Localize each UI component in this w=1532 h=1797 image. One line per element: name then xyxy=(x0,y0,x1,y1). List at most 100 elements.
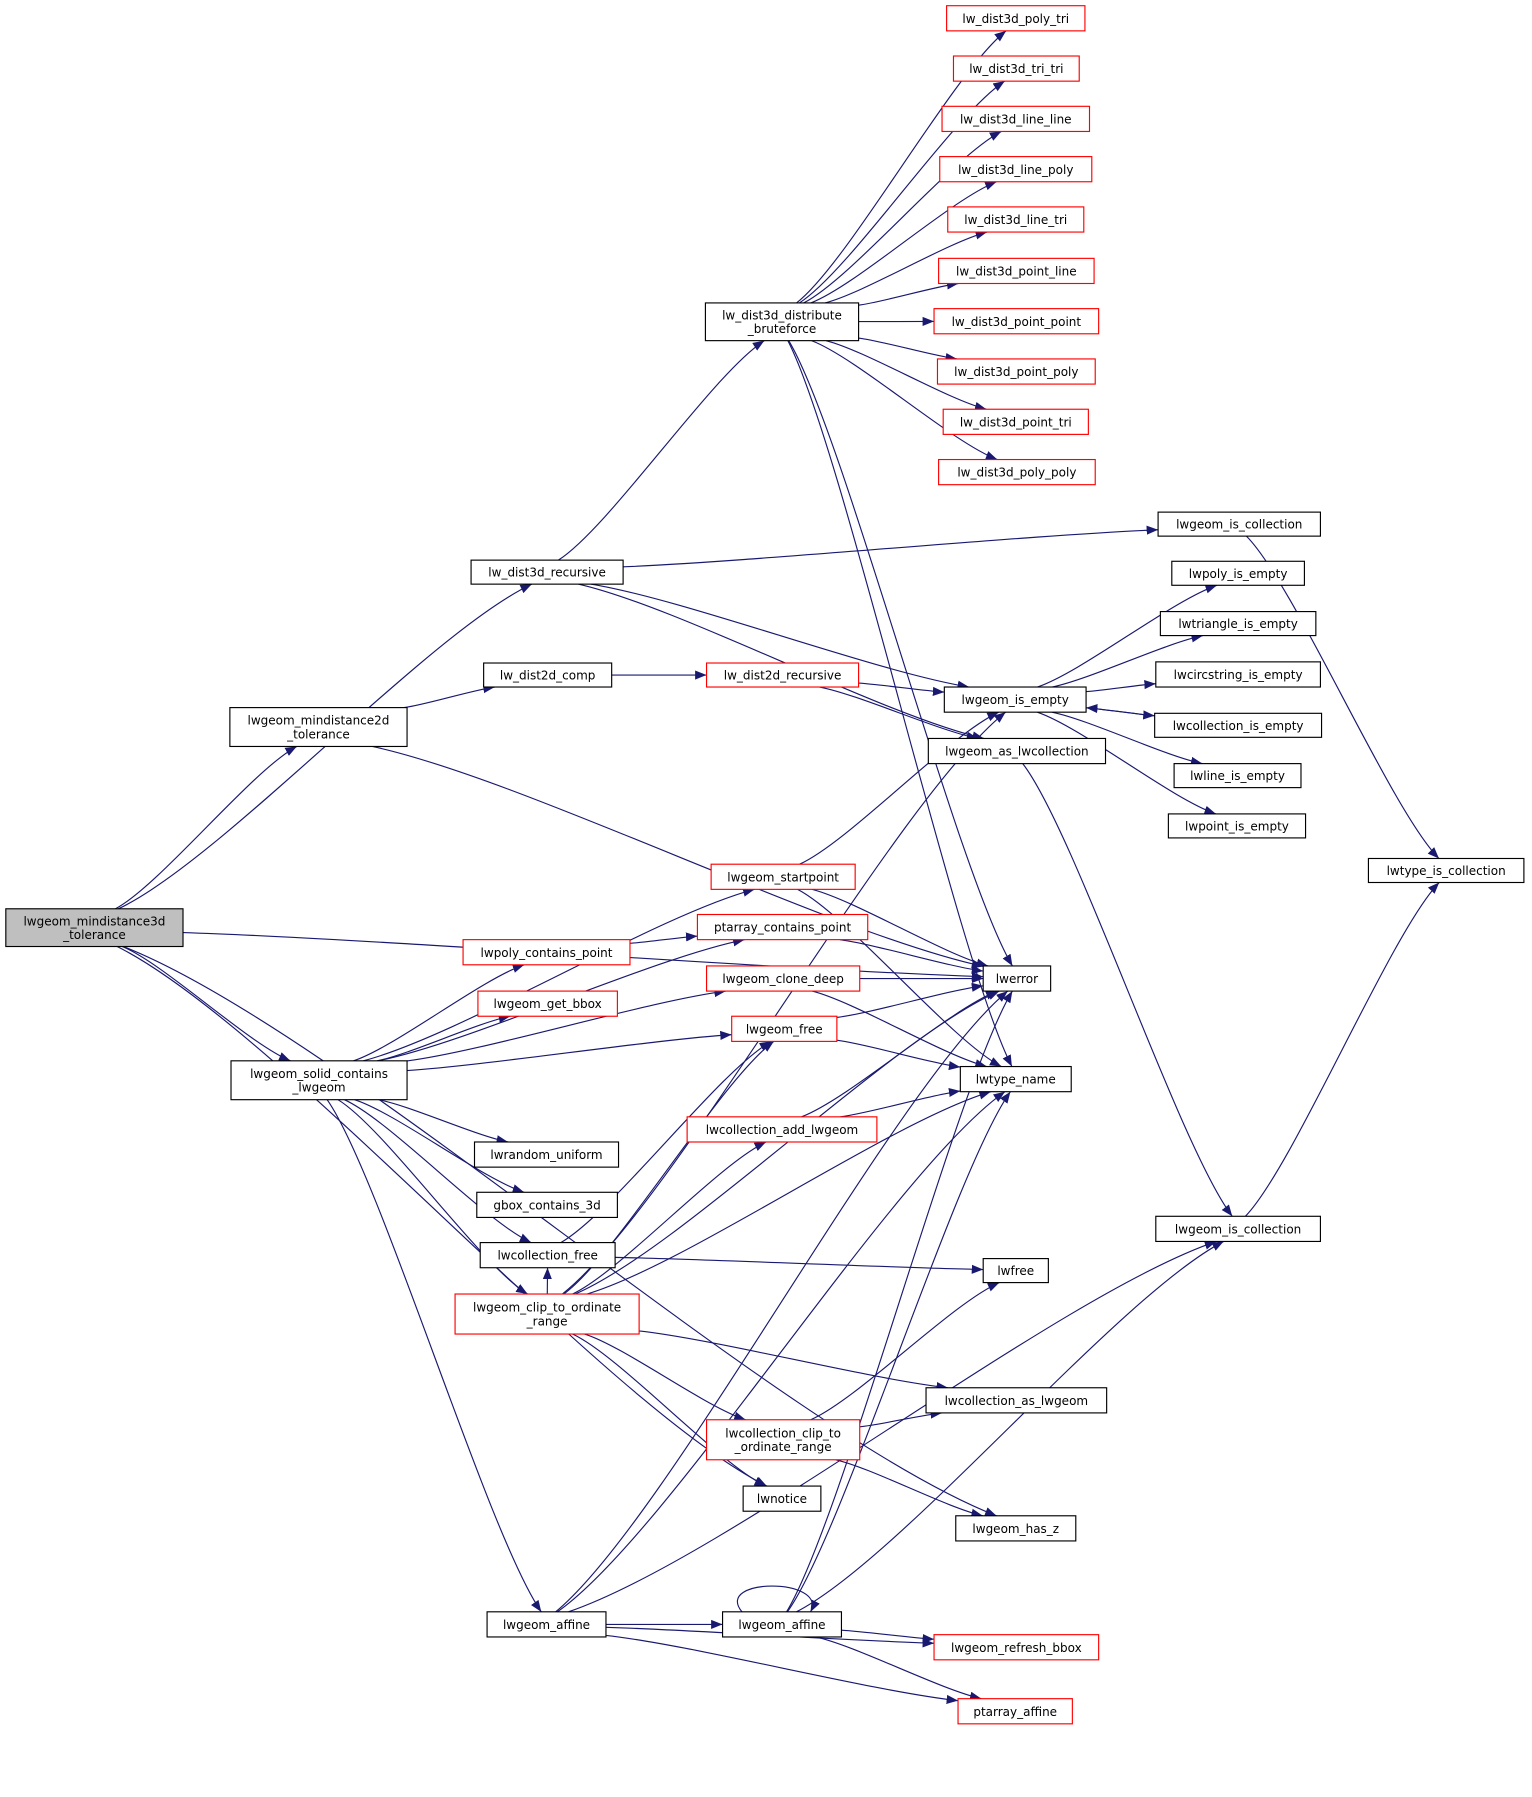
node-lw-dist3d-line-line[interactable]: lw_dist3d_line_line xyxy=(941,105,1091,133)
node-label: lwcircstring_is_empty xyxy=(1174,668,1303,682)
node-lw-dist3d-point-point[interactable]: lw_dist3d_point_point xyxy=(933,308,1100,335)
node-lwgeom-refresh-bbox[interactable]: lwgeom_refresh_bbox xyxy=(933,1634,1100,1661)
node-box xyxy=(925,1387,1108,1414)
node-lwgeom-is-empty[interactable]: lwgeom_is_empty xyxy=(943,686,1087,713)
node-lwpoly-contains-point[interactable]: lwpoly_contains_point xyxy=(462,939,631,966)
node-lwcollection-as-lwgeom[interactable]: lwcollection_as_lwgeom xyxy=(925,1387,1108,1414)
node-box xyxy=(705,965,861,992)
node-box xyxy=(959,1065,1072,1093)
node-lw-dist3d-poly-poly[interactable]: lw_dist3d_poly_poly xyxy=(938,458,1096,486)
node-lwgeom-startpoint[interactable]: lwgeom_startpoint xyxy=(710,863,856,890)
node-box xyxy=(1173,763,1302,789)
edge-n47-n35 xyxy=(557,1091,1006,1613)
node-label: _tolerance xyxy=(286,727,350,741)
edge-n42-n33 xyxy=(563,1040,775,1295)
node-lwtriangle-is-empty[interactable]: lwtriangle_is_empty xyxy=(1159,611,1317,637)
node-lwgeom-mindistance2d-tolerance[interactable]: lwgeom_mindistance2d_tolerance xyxy=(229,707,408,748)
node-lwgeom-as-lwcollection[interactable]: lwgeom_as_lwcollection xyxy=(927,737,1107,765)
node-lw-dist3d-line-poly[interactable]: lw_dist3d_line_poly xyxy=(939,156,1093,183)
node-box xyxy=(982,1258,1049,1284)
edge-n2-n3 xyxy=(558,340,765,561)
nodes-layer: lwgeom_mindistance3d_tolerance lw_dist3d_… xyxy=(5,5,1525,1725)
edge-n1-n46 xyxy=(123,945,997,1517)
node-lwgeom-clip-to-ordinate-range[interactable]: lwgeom_clip_to_ordinate_range xyxy=(454,1293,640,1335)
node-label: lw_dist2d_comp xyxy=(500,669,596,683)
edge-n3-n8 xyxy=(824,230,988,304)
edge-n3-n13 xyxy=(811,340,998,461)
node-box xyxy=(938,257,1095,285)
edge-n44-n41 xyxy=(810,1282,1000,1421)
edge-n28-n31 xyxy=(839,939,984,975)
node-lwgeom-solid-contains-lwgeom[interactable]: lwgeom_solid_contains_lwgeom xyxy=(230,1060,408,1101)
node-lw-dist3d-line-tri[interactable]: lw_dist3d_line_tri xyxy=(947,206,1085,233)
node-label: lw_dist3d_point_poly xyxy=(954,365,1078,379)
node-lwrandom-uniform[interactable]: lwrandom_uniform xyxy=(473,1141,620,1168)
edge-n3-n6 xyxy=(803,130,1002,304)
edge-n42-n35 xyxy=(586,1090,991,1295)
node-lwgeom-mindistance3d-tolerance[interactable]: lwgeom_mindistance3d_tolerance xyxy=(5,908,184,948)
node-box xyxy=(927,737,1107,765)
node-lwcollection-is-empty[interactable]: lwcollection_is_empty xyxy=(1154,712,1323,738)
node-lw-dist2d-recursive[interactable]: lw_dist2d_recursive xyxy=(705,662,860,688)
node-lwline-is-empty[interactable]: lwline_is_empty xyxy=(1173,763,1302,789)
node-lwgeom-affine[interactable]: lwgeom_affine xyxy=(721,1611,843,1638)
node-lw-dist3d-tri-tri[interactable]: lw_dist3d_tri_tri xyxy=(952,55,1080,82)
node-lwcircstring-is-empty[interactable]: lwcircstring_is_empty xyxy=(1155,661,1321,688)
node-lwnotice[interactable]: lwnotice xyxy=(742,1485,822,1512)
node-lwcollection-clip-to-ordinate-range[interactable]: lwcollection_clip_to_ordinate_range xyxy=(705,1419,861,1461)
node-lw-dist2d-comp[interactable]: lw_dist2d_comp xyxy=(483,662,613,688)
node-label: gbox_contains_3d xyxy=(493,1198,600,1212)
edge-n3-n31 xyxy=(788,340,1013,967)
edge-n30-n35 xyxy=(812,990,987,1069)
node-lwtype-name[interactable]: lwtype_name xyxy=(959,1065,1072,1093)
node-box xyxy=(1157,511,1321,537)
node-label: lwgeom_affine xyxy=(738,1618,825,1632)
edge-n2-n26 xyxy=(578,583,985,741)
node-lwcollection-free[interactable]: lwcollection_free xyxy=(479,1242,616,1269)
node-box xyxy=(947,206,1085,233)
edge-n34-n33 xyxy=(407,1030,732,1072)
node-gbox-contains-3d[interactable]: gbox_contains_3d xyxy=(476,1191,618,1219)
node-lw-dist3d-point-poly[interactable]: lw_dist3d_point_poly xyxy=(936,358,1096,385)
node-label: lwgeom_affine xyxy=(503,1618,590,1632)
edge-n34-n38 xyxy=(354,1099,525,1194)
node-lwgeom-free[interactable]: lwgeom_free xyxy=(731,1015,838,1042)
node-label: lwtype_name xyxy=(976,1073,1056,1087)
node-lwgeom-has-z[interactable]: lwgeom_has_z xyxy=(955,1515,1077,1542)
node-lw-dist3d-point-tri[interactable]: lw_dist3d_point_tri xyxy=(942,408,1089,435)
node-lw-dist3d-poly-tri[interactable]: lw_dist3d_poly_tri xyxy=(946,5,1086,32)
node-lwgeom-affine[interactable]: lwgeom_affine xyxy=(486,1611,607,1638)
node-box xyxy=(1155,1215,1321,1243)
node-lwfree[interactable]: lwfree xyxy=(982,1258,1049,1284)
node-label: lwgeom_clip_to_ordinate xyxy=(473,1301,621,1315)
node-lwtype-is-collection[interactable]: lwtype_is_collection xyxy=(1367,857,1525,884)
node-box xyxy=(454,1293,640,1335)
node-lwgeom-get-bbox[interactable]: lwgeom_get_bbox xyxy=(477,990,618,1017)
node-lwerror[interactable]: lwerror xyxy=(982,965,1052,992)
edge-n42-n36 xyxy=(572,1141,767,1295)
edge-n42-n25 xyxy=(561,711,1006,1295)
node-lw-dist3d-recursive[interactable]: lw_dist3d_recursive xyxy=(470,559,624,585)
edge-n33-n31 xyxy=(836,982,984,1019)
node-label: lwgeom_as_lwcollection xyxy=(945,745,1089,759)
node-label: lw_dist3d_line_poly xyxy=(958,163,1073,177)
node-label: lw_dist3d_point_point xyxy=(952,315,1082,329)
edge-n36-n35 xyxy=(840,1087,961,1118)
node-ptarray-contains-point[interactable]: ptarray_contains_point xyxy=(696,913,869,941)
edge-n1-n24 xyxy=(115,745,298,910)
edge-n2-n25 xyxy=(591,583,970,690)
node-ptarray-affine[interactable]: ptarray_affine xyxy=(957,1698,1073,1725)
node-lwpoly-is-empty[interactable]: lwpoly_is_empty xyxy=(1171,560,1305,586)
node-lwcollection-add-lwgeom[interactable]: lwcollection_add_lwgeom xyxy=(686,1116,878,1143)
node-lwgeom-is-collection[interactable]: lwgeom_is_collection xyxy=(1155,1215,1321,1243)
node-label: lwpoint_is_empty xyxy=(1185,819,1289,833)
node-label: lw_dist3d_recursive xyxy=(488,566,606,580)
node-box xyxy=(705,662,860,688)
edge-n48-n39 xyxy=(796,1240,1224,1613)
node-lw-dist3d-distribute-bruteforce[interactable]: lw_dist3d_distribute_bruteforce xyxy=(704,302,860,342)
node-lw-dist3d-point-line[interactable]: lw_dist3d_point_line xyxy=(938,257,1095,285)
node-lwpoint-is-empty[interactable]: lwpoint_is_empty xyxy=(1167,813,1307,839)
node-lwgeom-clone-deep[interactable]: lwgeom_clone_deep xyxy=(705,965,861,992)
node-label: lw_dist3d_poly_tri xyxy=(962,12,1069,26)
node-lwgeom-is-collection[interactable]: lwgeom_is_collection xyxy=(1157,511,1321,537)
